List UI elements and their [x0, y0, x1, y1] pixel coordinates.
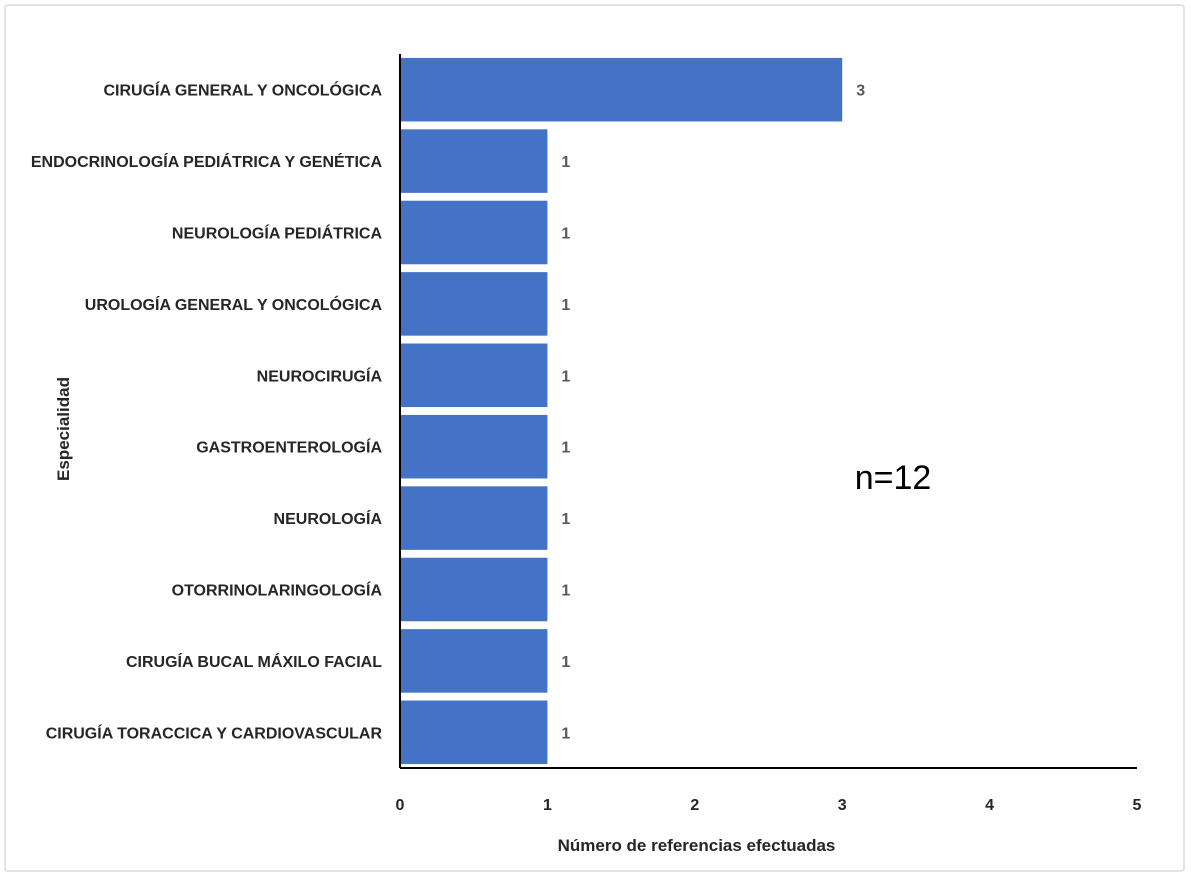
bar — [400, 272, 548, 336]
value-label: 1 — [561, 583, 570, 600]
value-label: 1 — [561, 154, 570, 171]
bar — [400, 629, 548, 693]
bar — [400, 557, 548, 622]
category-label: ENDOCRINOLOGÍA PEDIÁTRICA Y GENÉTICA — [31, 152, 383, 171]
bar — [400, 57, 843, 122]
category-label: CIRUGÍA GENERAL Y ONCOLÓGICA — [103, 81, 382, 100]
category-label: NEUROCIRUGÍA — [257, 366, 383, 385]
y-axis-title: Especialidad — [54, 377, 73, 481]
value-label: 3 — [856, 83, 865, 100]
category-label: UROLOGÍA GENERAL Y ONCOLÓGICA — [85, 295, 383, 314]
value-label: 1 — [561, 440, 570, 457]
value-labels: 3 1 1 1 1 1 1 1 1 1 — [561, 83, 865, 743]
bar-chart: CIRUGÍA GENERAL Y ONCOLÓGICA ENDOCRINOLOG… — [31, 54, 1142, 855]
category-label: CIRUGÍA BUCAL MÁXILO FACIAL — [126, 652, 382, 671]
value-label: 1 — [561, 654, 570, 671]
sample-size-annotation: n=12 — [855, 459, 932, 497]
value-label: 1 — [561, 297, 570, 314]
bar — [400, 700, 548, 765]
category-label: OTORRINOLARINGOLOGÍA — [172, 581, 383, 600]
x-tick-labels: 0 1 2 3 4 5 — [396, 797, 1142, 814]
category-label: NEUROLOGÍA — [274, 509, 383, 528]
value-label: 1 — [561, 226, 570, 243]
category-label: CIRUGÍA TORACCICA Y CARDIOVASCULAR — [46, 723, 383, 742]
bars-layer — [400, 57, 843, 765]
x-tick-label: 1 — [543, 797, 552, 814]
x-axis-title: Número de referencias efectuadas — [558, 836, 836, 855]
bar — [400, 343, 548, 408]
x-tick-label: 5 — [1133, 797, 1142, 814]
category-labels: CIRUGÍA GENERAL Y ONCOLÓGICA ENDOCRINOLOG… — [31, 81, 383, 743]
value-label: 1 — [561, 725, 570, 742]
value-label: 1 — [561, 368, 570, 385]
category-label: NEUROLOGÍA PEDIÁTRICA — [172, 224, 383, 243]
x-tick-label: 4 — [985, 797, 994, 814]
x-tick-label: 3 — [838, 797, 847, 814]
category-label: GASTROENTEROLOGÍA — [196, 438, 382, 457]
chart-frame: CIRUGÍA GENERAL Y ONCOLÓGICA ENDOCRINOLOG… — [4, 4, 1185, 872]
bar — [400, 200, 548, 265]
bar — [400, 486, 548, 550]
value-label: 1 — [561, 511, 570, 528]
x-tick-label: 0 — [396, 797, 405, 814]
x-tick-label: 2 — [690, 797, 699, 814]
bar — [400, 129, 548, 193]
bar — [400, 414, 548, 479]
